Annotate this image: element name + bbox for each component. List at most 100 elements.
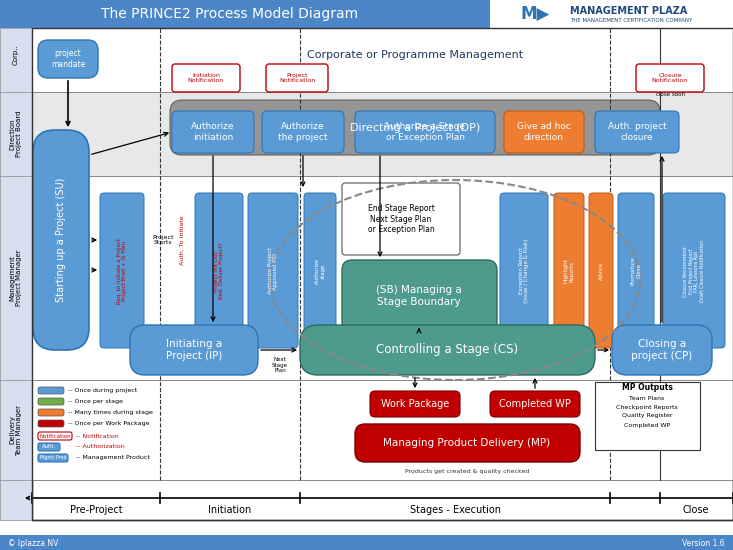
FancyBboxPatch shape	[38, 409, 64, 416]
Bar	[32, 92, 733, 176]
Text: End Stage Report
Next Stage Plan
or Exception Plan: End Stage Report Next Stage Plan or Exce…	[367, 204, 435, 234]
Text: -- Notification: -- Notification	[76, 433, 119, 438]
Text: project
mandate: project mandate	[51, 50, 85, 69]
FancyBboxPatch shape	[504, 111, 584, 153]
Text: Completed WP: Completed WP	[499, 399, 571, 409]
Text: Initiating a
Project (IP): Initiating a Project (IP)	[166, 339, 222, 361]
FancyBboxPatch shape	[490, 391, 580, 417]
Text: Notification: Notification	[39, 433, 71, 438]
Text: The PRINCE2 Process Model Diagram: The PRINCE2 Process Model Diagram	[101, 7, 358, 21]
FancyBboxPatch shape	[170, 100, 660, 155]
Text: Version 1.6: Version 1.6	[682, 538, 725, 547]
Bar	[32, 176, 733, 380]
Text: Project
Notification: Project Notification	[279, 73, 315, 84]
Text: Req. to Initiate a Project
Project Brief + IS Plan: Req. to Initiate a Project Project Brief…	[117, 238, 128, 304]
Text: Pre-Project: Pre-Project	[70, 505, 122, 515]
Text: Mgmt Prod: Mgmt Prod	[40, 455, 66, 460]
Bar	[32, 28, 733, 520]
Text: Closure Recommend.
End Project Report
FAR, Lessons Rpt
Draft Closure Notificatio: Closure Recommend. End Project Report FA…	[683, 240, 705, 302]
Text: Products get created & quality checked: Products get created & quality checked	[405, 470, 529, 475]
FancyBboxPatch shape	[663, 193, 725, 348]
Text: (SB) Managing a
Stage Boundary: (SB) Managing a Stage Boundary	[376, 285, 462, 307]
Text: Advice: Advice	[599, 262, 603, 280]
Text: Starting up a Project (SU): Starting up a Project (SU)	[56, 178, 66, 302]
FancyBboxPatch shape	[355, 111, 495, 153]
Text: -- Once during project: -- Once during project	[68, 388, 137, 393]
Text: Management
Project Manager: Management Project Manager	[10, 250, 23, 306]
FancyBboxPatch shape	[38, 454, 68, 462]
Bar	[32, 28, 733, 92]
Text: MANAGEMENT PLAZA: MANAGEMENT PLAZA	[570, 6, 688, 16]
Text: Auth. To Initiate: Auth. To Initiate	[180, 215, 185, 265]
Text: Checkpoint Reports: Checkpoint Reports	[616, 404, 678, 410]
Text: Work Package: Work Package	[381, 399, 449, 409]
Text: Directing a Project (DP): Directing a Project (DP)	[350, 123, 480, 133]
FancyBboxPatch shape	[342, 260, 497, 332]
Text: Auth.: Auth.	[42, 444, 56, 449]
FancyBboxPatch shape	[172, 111, 254, 153]
Text: Project Init Doc
Red. Deliver Project?: Project Init Doc Red. Deliver Project?	[213, 243, 224, 299]
Text: Give ad hoc
direction: Give ad hoc direction	[517, 122, 571, 142]
Text: -- Once per stage: -- Once per stage	[68, 399, 123, 404]
FancyBboxPatch shape	[554, 193, 584, 348]
Text: Controlling a Stage (CS): Controlling a Stage (CS)	[376, 344, 518, 356]
FancyBboxPatch shape	[618, 193, 654, 348]
FancyBboxPatch shape	[100, 193, 144, 348]
Text: Completed WP: Completed WP	[624, 422, 670, 427]
Text: Premature
Close: Premature Close	[630, 257, 641, 285]
FancyBboxPatch shape	[300, 325, 595, 375]
Text: Initiation
Notification: Initiation Notification	[188, 73, 224, 84]
Text: Project
Starts: Project Starts	[152, 235, 174, 245]
Text: Initiation: Initiation	[208, 505, 251, 515]
Text: -- Authorization: -- Authorization	[76, 444, 125, 449]
FancyBboxPatch shape	[172, 64, 240, 92]
FancyBboxPatch shape	[636, 64, 704, 92]
Bar	[0, 0, 733, 28]
Bar	[0, 535, 733, 550]
Bar	[490, 0, 733, 28]
Text: Delivery
Team Manager: Delivery Team Manager	[10, 404, 23, 455]
FancyBboxPatch shape	[130, 325, 258, 375]
Text: -- Management Product: -- Management Product	[76, 455, 150, 460]
FancyBboxPatch shape	[595, 111, 679, 153]
Text: Auth. project
closure: Auth. project closure	[608, 122, 666, 142]
FancyBboxPatch shape	[262, 111, 344, 153]
Text: © Iplazza NV: © Iplazza NV	[8, 538, 59, 547]
FancyBboxPatch shape	[612, 325, 712, 375]
Text: Authorize
initiation: Authorize initiation	[191, 122, 235, 142]
FancyBboxPatch shape	[38, 398, 64, 405]
FancyBboxPatch shape	[266, 64, 328, 92]
Text: -- Many times during stage: -- Many times during stage	[68, 410, 153, 415]
FancyBboxPatch shape	[38, 443, 60, 451]
Text: THE MANAGEMENT CERTIFICATION COMPANY: THE MANAGEMENT CERTIFICATION COMPANY	[570, 18, 692, 23]
Text: Next
Stage
Plan: Next Stage Plan	[272, 357, 288, 373]
FancyBboxPatch shape	[38, 420, 64, 427]
Text: Highlight
Reports: Highlight Reports	[564, 258, 575, 283]
Text: Exception Report
(Issue / Change & Risk): Exception Report (Issue / Change & Risk)	[519, 239, 529, 303]
FancyBboxPatch shape	[500, 193, 548, 348]
Text: close soon: close soon	[655, 91, 685, 96]
Text: Authorize
the project: Authorize the project	[279, 122, 328, 142]
Text: Managing Product Delivery (MP): Managing Product Delivery (MP)	[383, 438, 550, 448]
Text: Corp..: Corp..	[13, 45, 19, 65]
Text: Quality Register: Quality Register	[622, 414, 672, 419]
Text: Closure
Notification: Closure Notification	[652, 73, 688, 84]
FancyBboxPatch shape	[38, 40, 98, 78]
Text: Team Plans: Team Plans	[630, 395, 665, 400]
FancyBboxPatch shape	[342, 183, 460, 255]
Text: Corporate or Programme Management: Corporate or Programme Management	[307, 50, 523, 60]
Text: Closing a
project (CP): Closing a project (CP)	[631, 339, 693, 361]
Text: Authorize Project
Approved PID: Authorize Project Approved PID	[268, 248, 279, 294]
FancyBboxPatch shape	[248, 193, 298, 348]
Text: M▶: M▶	[520, 5, 549, 23]
Bar	[32, 28, 733, 520]
FancyBboxPatch shape	[38, 432, 72, 440]
FancyBboxPatch shape	[38, 387, 64, 394]
Bar	[595, 382, 700, 450]
Text: Close: Close	[682, 505, 710, 515]
Bar	[0, 28, 32, 520]
Text: -- Once per Work Package: -- Once per Work Package	[68, 421, 150, 426]
Text: Stages - Execution: Stages - Execution	[410, 505, 501, 515]
FancyBboxPatch shape	[33, 130, 89, 350]
FancyBboxPatch shape	[355, 424, 580, 462]
